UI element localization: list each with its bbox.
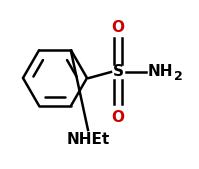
Text: NHEt: NHEt xyxy=(66,132,110,148)
Text: S: S xyxy=(112,65,124,79)
Text: O: O xyxy=(111,19,125,34)
Text: NH: NH xyxy=(148,65,174,79)
Text: 2: 2 xyxy=(174,70,183,83)
Text: O: O xyxy=(111,110,125,125)
